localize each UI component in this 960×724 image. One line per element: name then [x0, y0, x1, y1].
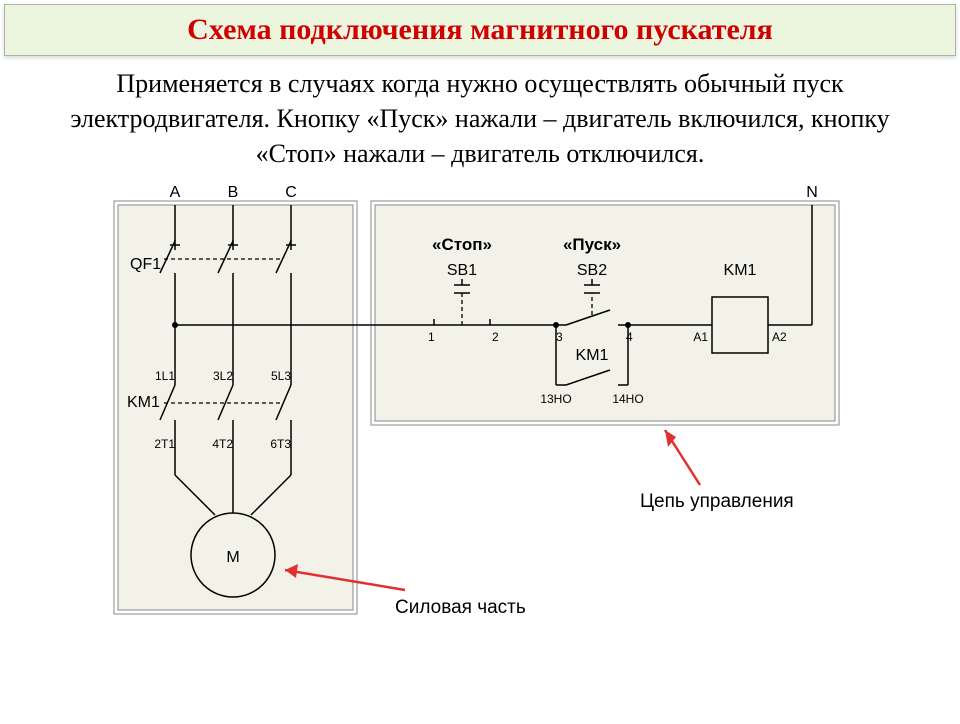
aux-14: 14HO — [612, 392, 643, 406]
title-bar: Схема подключения магнитного пускателя — [4, 4, 956, 56]
qf1-label: QF1 — [130, 256, 161, 273]
svg-text:Силовая часть: Силовая часть — [395, 597, 526, 618]
neutral-label: N — [806, 184, 818, 201]
page-title: Схема подключения магнитного пускателя — [187, 13, 773, 46]
svg-text:Цепь управления: Цепь управления — [640, 491, 794, 512]
node-4: 4 — [626, 330, 633, 344]
stop-title: «Стоп» — [432, 235, 492, 254]
l1-label: 1L1 — [155, 369, 175, 383]
km1-main-label: KM1 — [127, 394, 160, 411]
sb2-label: SB2 — [577, 262, 607, 279]
node-3: 3 — [556, 330, 563, 344]
node-a2: A2 — [772, 330, 787, 344]
motor-label: M — [226, 549, 239, 566]
t1-label: 2T1 — [154, 437, 175, 451]
phase-b-label: B — [228, 184, 239, 201]
aux-13: 13HO — [540, 392, 571, 406]
t2-label: 4T2 — [212, 437, 233, 451]
t3-label: 6T3 — [270, 437, 291, 451]
diagram: A B C QF1 1L1 3L2 5L3 K — [0, 175, 960, 645]
km1-coil — [712, 297, 768, 353]
description-text: Применяется в случаях когда нужно осущес… — [0, 56, 960, 175]
km1-coil-label: KM1 — [724, 262, 757, 279]
phase-c-label: C — [285, 184, 297, 201]
km1-aux-label: KM1 — [576, 347, 609, 364]
sb1-label: SB1 — [447, 262, 477, 279]
node-1: 1 — [428, 330, 435, 344]
node-2: 2 — [492, 330, 499, 344]
node-a1: A1 — [693, 330, 708, 344]
control-callout: Цепь управления — [640, 430, 794, 512]
start-title: «Пуск» — [563, 235, 621, 254]
phase-a-label: A — [170, 184, 181, 201]
l3-label: 5L3 — [271, 369, 291, 383]
l2-label: 3L2 — [213, 369, 233, 383]
